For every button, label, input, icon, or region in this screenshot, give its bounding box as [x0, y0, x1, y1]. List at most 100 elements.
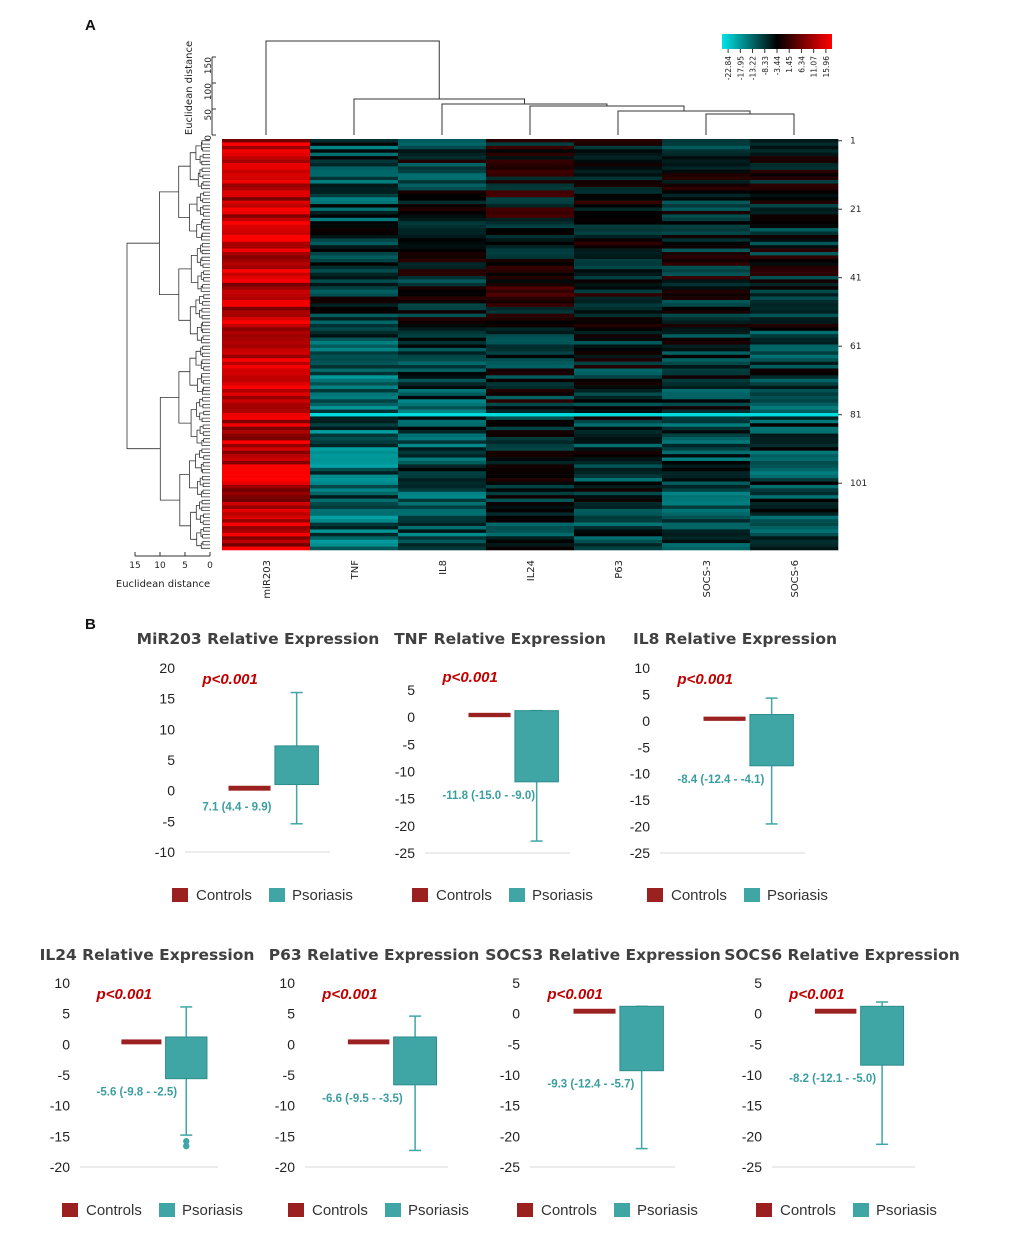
heatmap-cell — [222, 378, 311, 383]
heatmap-cell — [662, 145, 751, 150]
heatmap-cell — [750, 334, 839, 338]
heatmap-cell — [662, 526, 751, 530]
heatmap-cell — [662, 200, 751, 205]
heatmap-cell — [398, 299, 487, 304]
heatmap-cell — [222, 495, 311, 499]
heatmap-cell — [750, 276, 839, 280]
heatmap-cell — [750, 508, 839, 513]
color-key-tick-label: -8.33 — [761, 56, 770, 76]
heatmap-cell — [574, 361, 663, 366]
y-tick-label: -10 — [155, 844, 175, 860]
heatmap-cell — [310, 173, 399, 177]
heatmap-cell — [662, 471, 751, 475]
heatmap-cell — [486, 488, 575, 493]
heatmap-cell — [750, 358, 839, 362]
heatmap-cell — [662, 498, 751, 503]
heatmap-cell — [662, 197, 751, 201]
y-tick-label: -20 — [395, 818, 415, 834]
heatmap-cell — [486, 306, 575, 311]
chart-title: IL24 Relative Expression — [40, 946, 255, 964]
heatmap-cell — [574, 436, 663, 441]
controls-bar — [573, 1008, 616, 1014]
heatmap-cell — [222, 481, 311, 486]
heatmap-cell — [574, 293, 663, 297]
heatmap-cell — [222, 512, 311, 517]
heatmap-cell — [398, 416, 487, 421]
heatmap-cell — [222, 296, 311, 301]
heatmap-cell — [310, 327, 399, 332]
heatmap-row-label: 61 — [850, 342, 861, 352]
heatmap-cell — [310, 269, 399, 273]
heatmap-cell — [750, 371, 839, 376]
heatmap-cell — [574, 371, 663, 376]
heatmap-cell — [310, 262, 399, 267]
heatmap-cell — [486, 142, 575, 147]
heatmap-cell — [310, 286, 399, 290]
heatmap-cell — [222, 142, 311, 147]
heatmap-cell — [574, 224, 663, 229]
heatmap-cell — [310, 354, 399, 359]
dendrogram-link — [202, 386, 210, 392]
heatmap-cell — [486, 327, 575, 332]
dendrogram-link — [196, 429, 202, 444]
heatmap-cell — [398, 385, 487, 390]
heatmap-cell — [310, 279, 399, 284]
left-axis-tick-label: 15 — [129, 561, 140, 571]
heatmap-cell — [310, 532, 399, 537]
heatmap-cell — [222, 265, 311, 270]
heatmap-cell — [750, 341, 839, 345]
heatmap-cell — [398, 543, 487, 547]
heatmap-cell — [398, 296, 487, 301]
heatmap-cell — [662, 186, 751, 191]
controls-bar — [347, 1039, 390, 1045]
y-tick-label: -5 — [750, 1036, 763, 1052]
y-tick-label: 0 — [512, 1006, 520, 1022]
heatmap-cell — [398, 313, 487, 318]
heatmap-cell — [310, 460, 399, 465]
heatmap-cell — [398, 433, 487, 438]
legend-psoriasis-swatch — [744, 888, 760, 902]
heatmap-cell — [662, 389, 751, 393]
heatmap-cell — [750, 166, 839, 171]
heatmap-cell — [662, 286, 751, 290]
p-value-label: p<0.001 — [546, 986, 602, 1003]
heatmap-cell — [398, 498, 487, 503]
heatmap-cell — [310, 299, 399, 304]
dendrogram-link — [203, 191, 210, 196]
p-value-label: p<0.001 — [676, 671, 732, 688]
heatmap-cell — [662, 491, 751, 496]
dendrogram-link — [200, 258, 203, 267]
heatmap-cell — [398, 460, 487, 465]
y-tick-label: -5 — [638, 739, 651, 755]
y-tick-label: -20 — [630, 819, 650, 835]
y-tick-label: -25 — [630, 845, 650, 861]
y-tick-label: -10 — [275, 1098, 295, 1114]
heatmap-cell — [310, 351, 399, 356]
heatmap-cell — [750, 303, 839, 308]
heatmap-cell — [662, 210, 751, 215]
color-key-tick-label: 1.45 — [785, 56, 794, 73]
heatmap-cell — [662, 368, 751, 373]
top-axis-tick-label: 100 — [204, 83, 214, 100]
color-key-bar — [722, 34, 832, 49]
heatmap-cell — [750, 433, 839, 438]
heatmap-cell — [750, 231, 839, 236]
heatmap-cell — [574, 289, 663, 294]
heatmap-cell — [310, 423, 399, 427]
heatmap-cell — [222, 279, 311, 284]
heatmap-cell — [310, 413, 399, 417]
dendrogram-link — [202, 534, 210, 539]
median-label: -6.6 (-9.5 - -3.5) — [322, 1093, 403, 1105]
heatmap-cell — [398, 443, 487, 448]
heatmap-cell — [486, 231, 575, 236]
heatmap-cell — [222, 186, 311, 191]
heatmap-cell — [486, 248, 575, 253]
heatmap-cell — [222, 162, 311, 167]
heatmap-cell — [486, 515, 575, 520]
heatmap-cell — [750, 378, 839, 383]
dendrogram-link — [203, 270, 210, 275]
heatmap-cell — [398, 454, 487, 458]
heatmap-cell — [398, 382, 487, 386]
dendrogram-link — [199, 398, 203, 407]
heatmap-cell — [574, 409, 663, 414]
